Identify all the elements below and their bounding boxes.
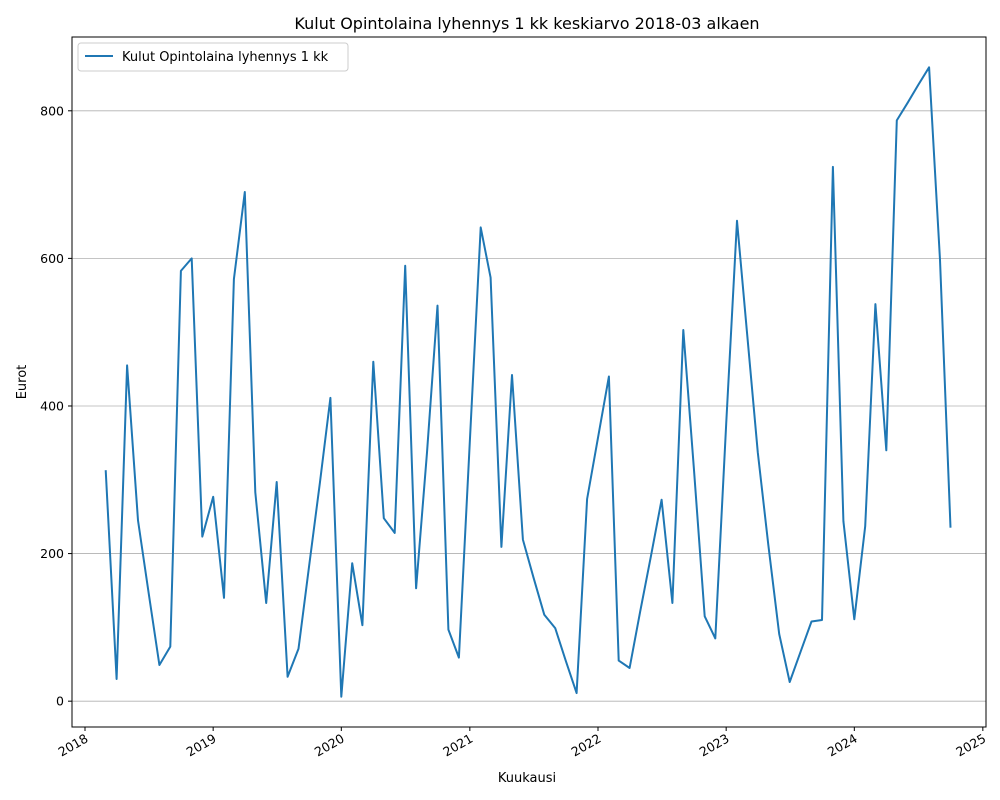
legend-box: [77, 42, 349, 72]
legend-label: Kulut Opintolaina lyhennys 1 kk: [122, 50, 329, 65]
x-tick-label: 2024: [825, 731, 860, 760]
x-tick-label: 2020: [312, 731, 347, 760]
x-tick-label: 2023: [697, 731, 732, 760]
y-axis-label: Eurot: [15, 365, 30, 400]
plot-area: [71, 36, 987, 728]
y-tick-label: 400: [40, 398, 64, 413]
y-tick-label: 800: [40, 103, 64, 118]
x-axis-label: Kuukausi: [498, 771, 556, 786]
x-tick-label: 2025: [953, 731, 988, 760]
x-tick-label: 2021: [440, 731, 475, 760]
x-axis: 2018 2019 2020 2021 2022 2023 2024 2025: [55, 727, 988, 760]
y-tick-label: 0: [56, 694, 64, 709]
chart-title: Kulut Opintolaina lyhennys 1 kk keskiarv…: [294, 14, 759, 33]
legend: Kulut Opintolaina lyhennys 1 kk: [77, 42, 349, 72]
series-line: [104, 66, 952, 698]
x-tick-label: 2019: [184, 731, 219, 760]
grid-lines: [72, 110, 986, 702]
series-group: [104, 66, 952, 698]
y-tick-label: 600: [40, 251, 64, 266]
y-tick-label: 200: [40, 546, 64, 561]
x-tick-label: 2022: [568, 731, 603, 760]
y-axis: 0 200 400 600 800: [40, 103, 72, 709]
x-tick-label: 2018: [55, 731, 90, 760]
